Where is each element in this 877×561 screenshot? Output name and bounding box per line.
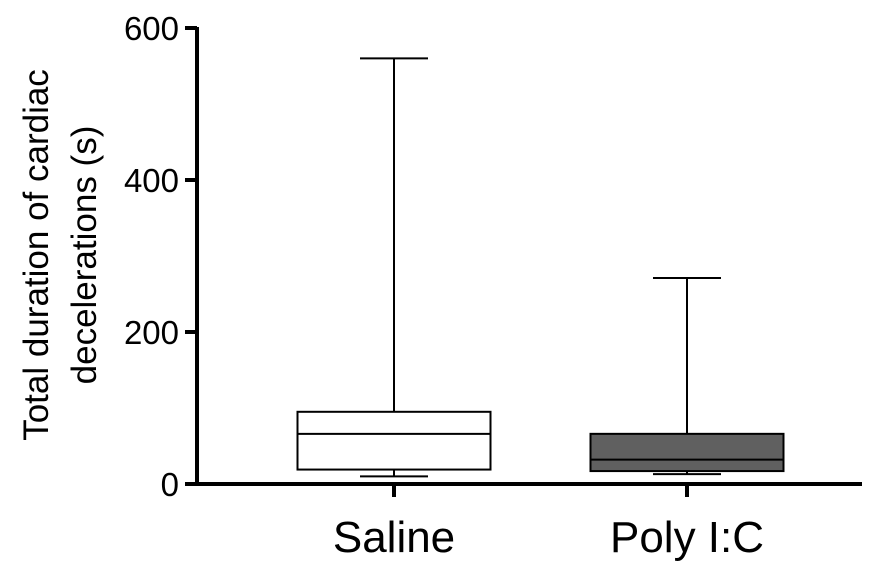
iqr-box bbox=[296, 410, 492, 471]
y-axis-title-line-1: Total duration of cardiac bbox=[17, 69, 56, 441]
box-1 bbox=[589, 277, 785, 476]
y-tick-label-0: 0 bbox=[161, 466, 179, 503]
x-category-label-0: Saline bbox=[333, 513, 455, 561]
boxes-group bbox=[296, 57, 785, 478]
iqr-box bbox=[589, 432, 785, 473]
y-axis-title-line-2: decelerations (s) bbox=[65, 126, 104, 385]
x-axis: Saline Poly I:C bbox=[195, 482, 862, 561]
x-category-label-1: Poly I:C bbox=[610, 513, 764, 561]
y-tick-label-600: 600 bbox=[124, 10, 179, 47]
y-axis-title: Total duration of cardiac decelerations … bbox=[17, 69, 104, 441]
box-0 bbox=[296, 57, 492, 478]
y-axis: 0 200 400 600 bbox=[124, 10, 199, 503]
y-tick-label-200: 200 bbox=[124, 314, 179, 351]
y-tick-label-400: 400 bbox=[124, 162, 179, 199]
